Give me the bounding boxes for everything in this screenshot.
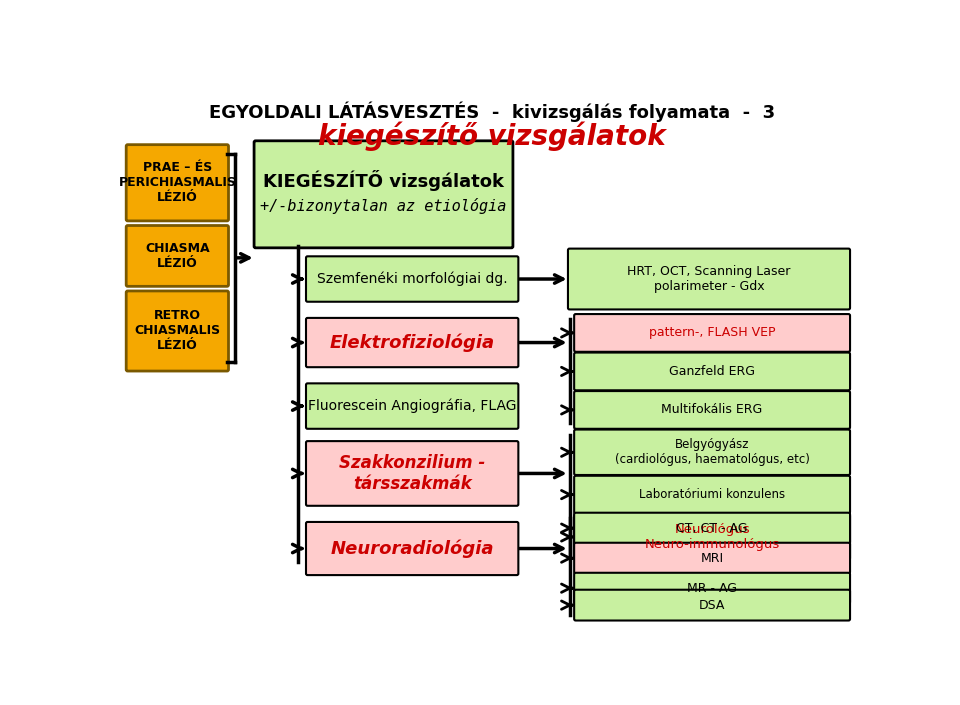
Text: PRAE – ÉS
PERICHIASMALIS
LÉZIÓ: PRAE – ÉS PERICHIASMALIS LÉZIÓ: [118, 161, 236, 204]
FancyBboxPatch shape: [574, 589, 850, 620]
Text: Multifokális ERG: Multifokális ERG: [661, 403, 763, 417]
FancyBboxPatch shape: [306, 384, 518, 429]
FancyBboxPatch shape: [574, 476, 850, 513]
Text: Elektrofiziológia: Elektrofiziológia: [329, 333, 494, 352]
FancyBboxPatch shape: [126, 145, 228, 221]
Text: Belgyógyász
(cardiológus, haematológus, etc): Belgyógyász (cardiológus, haematológus, …: [614, 439, 809, 466]
FancyBboxPatch shape: [574, 314, 850, 352]
FancyBboxPatch shape: [574, 513, 850, 544]
FancyBboxPatch shape: [126, 226, 228, 286]
Text: Laboratóriumi konzulens: Laboratóriumi konzulens: [639, 488, 785, 501]
Text: CHIASMA
LÉZIÓ: CHIASMA LÉZIÓ: [145, 242, 209, 270]
FancyBboxPatch shape: [574, 543, 850, 574]
Text: Szemfenéki morfológiai dg.: Szemfenéki morfológiai dg.: [317, 271, 508, 286]
FancyBboxPatch shape: [574, 391, 850, 429]
FancyBboxPatch shape: [568, 249, 850, 309]
FancyBboxPatch shape: [574, 514, 850, 560]
Text: DSA: DSA: [699, 599, 726, 612]
Text: +/-bizonytalan az etiológia: +/-bizonytalan az etiológia: [260, 198, 507, 214]
Text: Neurológus
Neuro-immunológus: Neurológus Neuro-immunológus: [644, 523, 780, 551]
FancyBboxPatch shape: [126, 291, 228, 371]
Text: KIEGÉSZÍTŐ vizsgálatok: KIEGÉSZÍTŐ vizsgálatok: [263, 170, 504, 191]
Text: HRT, OCT, Scanning Laser
polarimeter - Gdx: HRT, OCT, Scanning Laser polarimeter - G…: [627, 265, 791, 293]
Text: CT, CT - AG: CT, CT - AG: [677, 522, 748, 534]
FancyBboxPatch shape: [574, 429, 850, 475]
FancyBboxPatch shape: [574, 572, 850, 603]
Text: MR - AG: MR - AG: [687, 582, 737, 595]
FancyBboxPatch shape: [306, 257, 518, 302]
FancyBboxPatch shape: [306, 441, 518, 505]
Text: pattern-, FLASH VEP: pattern-, FLASH VEP: [649, 326, 776, 339]
Text: Szakkonzilium -
társszakmák: Szakkonzilium - társszakmák: [339, 454, 486, 493]
Text: Fluorescein Angiográfia, FLAG: Fluorescein Angiográfia, FLAG: [308, 399, 516, 413]
FancyBboxPatch shape: [574, 352, 850, 391]
Text: kiegészítő vizsgálatok: kiegészítő vizsgálatok: [318, 121, 666, 151]
Text: Neuroradiológia: Neuroradiológia: [330, 539, 494, 558]
FancyBboxPatch shape: [254, 141, 513, 248]
FancyBboxPatch shape: [306, 522, 518, 575]
Text: RETRO
CHIASMALIS
LÉZIÓ: RETRO CHIASMALIS LÉZIÓ: [134, 309, 221, 352]
FancyBboxPatch shape: [306, 318, 518, 367]
Text: EGYOLDALI LÁTÁSVESZTÉS  -  kivizsgálás folyamata  -  3: EGYOLDALI LÁTÁSVESZTÉS - kivizsgálás fol…: [209, 102, 775, 122]
Text: Ganzfeld ERG: Ganzfeld ERG: [669, 365, 756, 378]
Text: MRI: MRI: [701, 551, 724, 565]
